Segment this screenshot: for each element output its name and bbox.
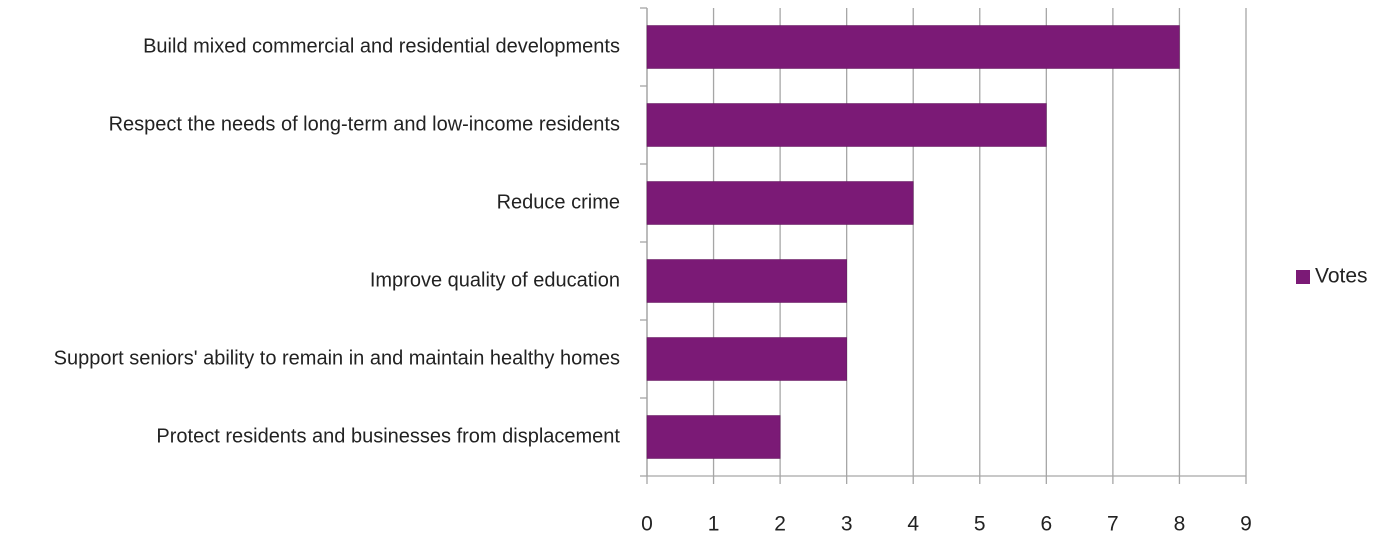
bar [646,181,914,225]
x-tick-label: 3 [841,513,853,536]
x-tick-label: 9 [1240,513,1252,536]
y-tick-label: Support seniors' ability to remain in an… [53,347,620,370]
bar [646,337,847,381]
x-tick-label: 2 [774,513,786,536]
x-tick-label: 6 [1040,513,1052,536]
y-tick-label: Protect residents and businesses from di… [156,425,620,448]
x-tick-label: 4 [907,513,919,536]
y-tick-label: Respect the needs of long-term and low-i… [108,113,620,136]
bar [646,103,1047,147]
x-tick-label: 7 [1107,513,1119,536]
x-tick-label: 0 [641,513,653,536]
legend-label: Votes [1315,265,1368,288]
bar [646,259,847,303]
bar [646,415,781,459]
x-tick-label: 8 [1174,513,1186,536]
y-tick-label: Improve quality of education [369,269,620,292]
bar [646,25,1180,69]
y-tick-label: Reduce crime [496,191,620,214]
y-tick-label: Build mixed commercial and residential d… [143,35,620,58]
x-tick-label: 5 [974,513,986,536]
x-tick-label: 1 [708,513,720,536]
legend-swatch [1296,270,1310,284]
